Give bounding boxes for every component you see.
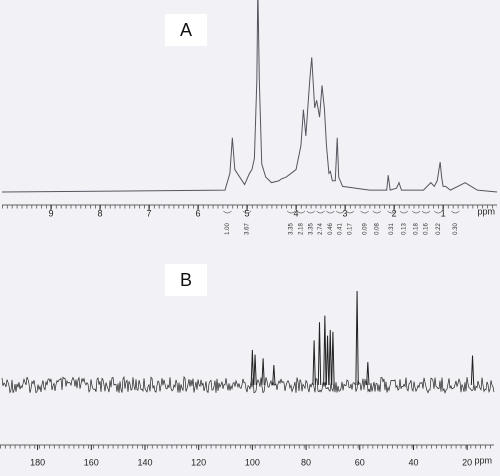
- integral-bracket: [296, 210, 306, 214]
- peak: [366, 362, 370, 386]
- integral-bracket: [306, 210, 315, 214]
- integral-bracket: [433, 210, 443, 214]
- integral-bracket: [399, 210, 409, 214]
- x-tick-label: 1: [441, 208, 446, 218]
- integral-bracket: [335, 210, 345, 214]
- spectrum: [1, 0, 498, 193]
- x-tick-label: 180: [30, 457, 45, 467]
- noise: [1, 375, 495, 394]
- integral-label: 0.08: [375, 223, 381, 235]
- integral-bracket: [242, 210, 252, 214]
- x-tick-label: 60: [355, 457, 365, 467]
- peak: [470, 355, 475, 386]
- integral-bracket: [345, 210, 355, 214]
- x-axis-label: ppm: [474, 455, 492, 465]
- integral-bracket: [387, 210, 396, 214]
- peak: [325, 335, 330, 386]
- x-tick-label: 2: [392, 208, 397, 218]
- integral-bracket: [360, 210, 369, 214]
- integral-bracket: [316, 210, 325, 214]
- peak: [331, 331, 335, 386]
- integral-label: 2.18: [299, 223, 305, 235]
- integral-label: 3.35: [308, 223, 314, 235]
- peak: [317, 322, 322, 386]
- integral-label: 0.22: [436, 223, 442, 235]
- peak: [323, 315, 327, 386]
- peak: [253, 354, 257, 386]
- panel-label: A: [180, 20, 192, 40]
- integral-bracket: [372, 210, 382, 214]
- x-tick-label: 3: [343, 208, 348, 218]
- x-tick-label: 160: [84, 457, 99, 467]
- integral-label: 2.74: [318, 223, 324, 235]
- integral-label: 0.18: [414, 223, 420, 235]
- x-tick-label: 5: [245, 208, 250, 218]
- spectrum-line: [1, 0, 498, 193]
- integral-label: 3.67: [245, 223, 251, 235]
- x-tick-label: 40: [408, 457, 418, 467]
- integral-label: 0.46: [328, 223, 334, 235]
- integral-label: 1.00: [225, 223, 231, 235]
- integral-label: 0.30: [453, 223, 459, 235]
- peak: [272, 365, 276, 386]
- x-tick-label: 80: [301, 457, 311, 467]
- peak: [261, 358, 265, 386]
- integral-label: 0.31: [389, 223, 395, 235]
- integral-bracket: [326, 210, 335, 214]
- integral-bracket: [286, 210, 296, 214]
- x-tick-label: 6: [196, 208, 201, 218]
- x-tick-label: 120: [191, 457, 206, 467]
- integral-label: 0.09: [362, 223, 368, 235]
- x-tick-label: 100: [245, 457, 260, 467]
- integral-label: 0.13: [401, 223, 407, 235]
- integral-bracket: [451, 210, 460, 214]
- peak: [312, 340, 316, 386]
- integral-bracket: [421, 210, 431, 214]
- x-tick-label: 7: [147, 208, 152, 218]
- x-tick-label: 8: [98, 208, 103, 218]
- panel-label: B: [180, 270, 192, 290]
- x-axis-label: ppm: [477, 206, 495, 216]
- x-tick-label: 4: [294, 208, 299, 218]
- x-tick-label: 140: [137, 457, 152, 467]
- panel-label-box: [165, 264, 207, 296]
- peak: [328, 329, 332, 386]
- integral-label: 0.16: [424, 223, 430, 235]
- x-tick-label: 9: [49, 208, 54, 218]
- panel-label-box: [165, 14, 207, 46]
- integral-label: 0.17: [348, 223, 354, 235]
- peak: [355, 290, 359, 386]
- integral-bracket: [411, 210, 421, 214]
- integral-label: 3.35: [289, 223, 295, 235]
- integral-bracket: [223, 210, 232, 214]
- integral-label: 0.41: [338, 223, 344, 235]
- peak: [250, 349, 255, 386]
- x-tick-label: 20: [462, 457, 472, 467]
